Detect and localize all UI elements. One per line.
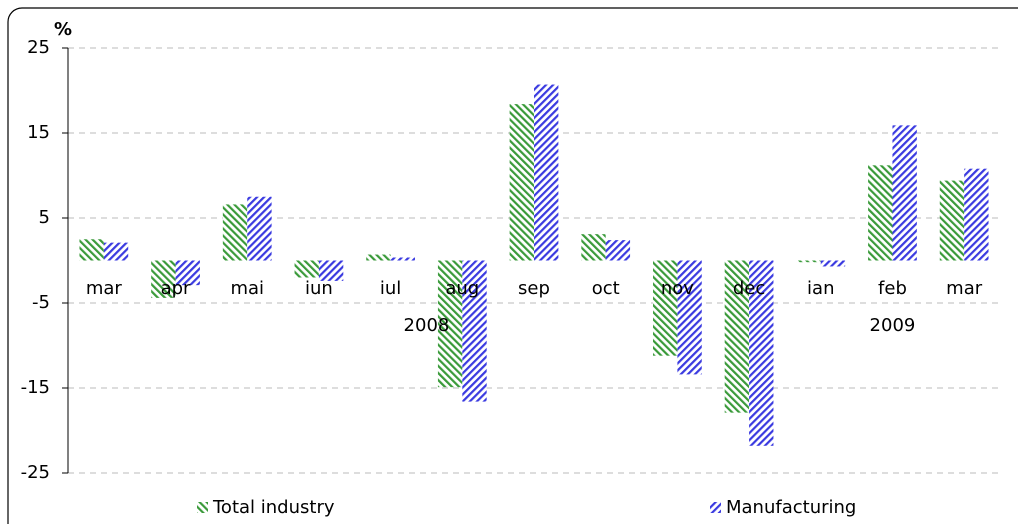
bar [605,240,631,261]
bar [892,125,917,261]
bar [103,242,129,261]
bar [79,239,104,261]
bar [318,260,344,281]
x-tick-label: iul [380,278,401,299]
legend-swatch [197,502,208,513]
x-tick-label: iun [305,278,333,299]
x-tick-label: nov [661,278,694,299]
bar [462,260,487,402]
y-axis-label: % [54,19,72,40]
bar [294,260,319,278]
bar [964,168,989,261]
bar [796,260,821,263]
bar [677,260,702,375]
bar [724,260,750,413]
bar [222,204,248,261]
bar [151,260,176,298]
x-tick-label: oct [592,278,620,299]
y-tick-label: 15 [27,122,50,143]
bar [534,84,559,261]
bar [749,260,774,446]
x-tick-label: feb [878,278,907,299]
x-tick-label: mai [230,278,264,299]
bar [247,196,272,261]
x-tick-label: sep [518,278,550,299]
y-tick-label: 25 [27,37,50,58]
bar [366,254,391,261]
year-label: 2008 [404,315,450,336]
bar [175,260,200,286]
bar [868,165,893,261]
bar [653,260,678,356]
bar [820,260,846,267]
x-tick-label: mar [86,278,123,299]
legend-label: Total industry [212,497,335,518]
y-tick-label: -5 [32,292,50,313]
frame [7,7,1018,528]
year-label: 2009 [870,315,916,336]
bar [437,260,463,388]
x-tick-label: dec [733,278,765,299]
x-tick-label: apr [161,278,191,299]
x-tick-label: ian [807,278,834,299]
bar [390,257,415,261]
bar [509,104,534,261]
x-tick-label: mar [946,278,983,299]
legend-label: Manufacturing [726,497,856,518]
x-tick-label: aug [445,278,479,299]
legend-swatch [710,502,721,513]
bar [581,234,606,261]
y-tick-label: -15 [21,377,50,398]
y-tick-label: -25 [21,462,50,483]
bar [939,180,965,261]
y-tick-label: 5 [39,207,50,228]
